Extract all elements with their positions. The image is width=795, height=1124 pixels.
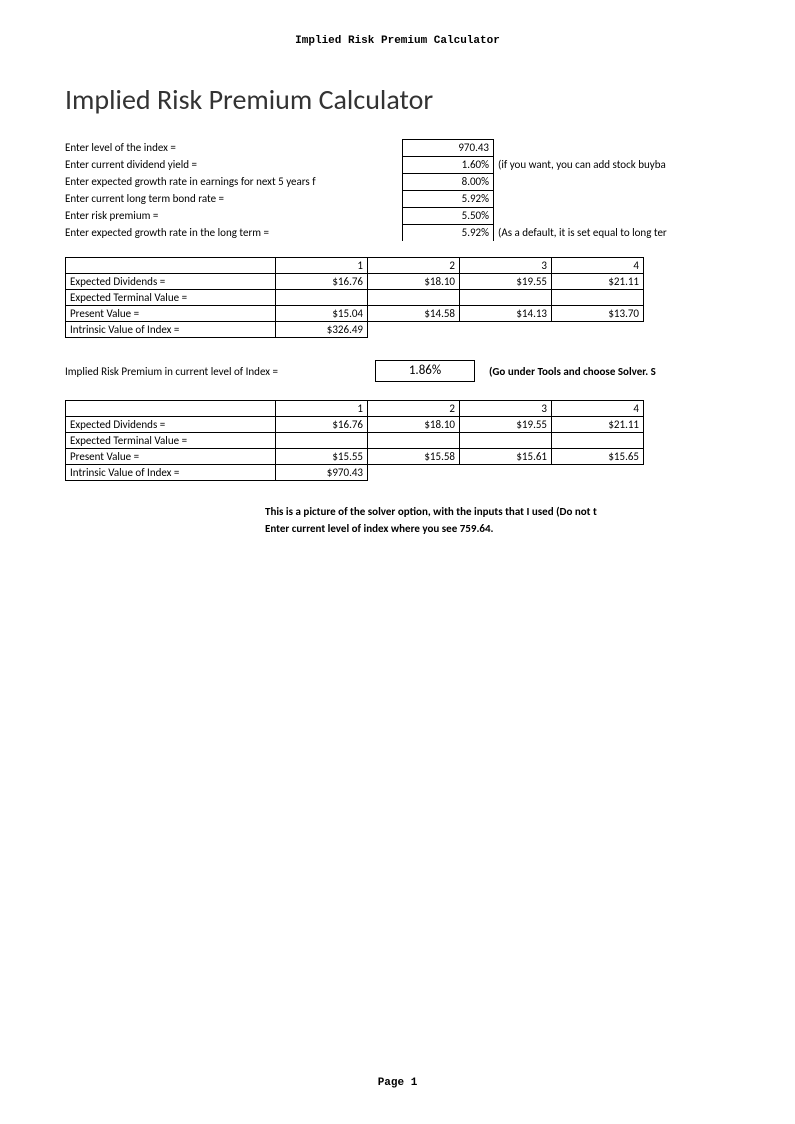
table-row: 1 2 3 4 (66, 401, 644, 417)
page-header: Implied Risk Premium Calculator (0, 0, 795, 47)
cell: $19.55 (460, 417, 552, 433)
col-header: 3 (460, 258, 552, 274)
cell: $15.61 (460, 449, 552, 465)
cell: $14.13 (460, 306, 552, 322)
cell: $15.65 (552, 449, 644, 465)
input-value-bondrate[interactable]: 5.92% (402, 190, 494, 207)
cell: $13.70 (552, 306, 644, 322)
row-label: Intrinsic Value of Index = (66, 465, 276, 481)
input-value-index[interactable]: 970.43 (402, 139, 494, 156)
cell: $16.76 (276, 274, 368, 290)
cell (552, 290, 644, 306)
input-row-index-level: Enter level of the index = 970.43 (65, 139, 730, 156)
cell (368, 433, 460, 449)
col-header: 2 (368, 258, 460, 274)
row-label: Present Value = (66, 306, 276, 322)
cell: $21.11 (552, 274, 644, 290)
col-header: 4 (552, 401, 644, 417)
row-label: Present Value = (66, 449, 276, 465)
row-label: Expected Dividends = (66, 274, 276, 290)
cell (276, 290, 368, 306)
calc-table-2: 1 2 3 4 Expected Dividends = $16.76 $18.… (65, 400, 644, 481)
content-area: Implied Risk Premium Calculator Enter le… (0, 47, 730, 537)
cell: $970.43 (276, 465, 368, 481)
cell-blank (66, 258, 276, 274)
cell: $16.76 (276, 417, 368, 433)
cell (460, 433, 552, 449)
row-label: Expected Terminal Value = (66, 433, 276, 449)
input-label: Enter current dividend yield = (65, 158, 402, 171)
input-value-riskpremium[interactable]: 5.50% (402, 207, 494, 224)
col-header: 4 (552, 258, 644, 274)
solver-notes: This is a picture of the solver option, … (65, 503, 730, 537)
table-row: Intrinsic Value of Index = $326.49 (66, 322, 644, 338)
input-label: Enter expected growth rate in the long t… (65, 226, 402, 239)
cell: $15.04 (276, 306, 368, 322)
inputs-block: Enter level of the index = 970.43 Enter … (65, 139, 730, 241)
cell (276, 433, 368, 449)
input-row-bond-rate: Enter current long term bond rate = 5.92… (65, 190, 730, 207)
cell: $15.55 (276, 449, 368, 465)
implied-value[interactable]: 1.86% (375, 360, 475, 382)
page-footer: Page 1 (0, 1077, 795, 1089)
implied-label: Implied Risk Premium in current level of… (65, 365, 375, 378)
input-label: Enter expected growth rate in earnings f… (65, 175, 402, 188)
row-label: Intrinsic Value of Index = (66, 322, 276, 338)
page-title: Implied Risk Premium Calculator (65, 82, 730, 117)
table-row: Expected Terminal Value = (66, 290, 644, 306)
input-row-lt-growth: Enter expected growth rate in the long t… (65, 224, 730, 241)
implied-note: (Go under Tools and choose Solver. S (489, 365, 656, 378)
input-row-growth5: Enter expected growth rate in earnings f… (65, 173, 730, 190)
cell: $14.58 (368, 306, 460, 322)
input-row-risk-premium: Enter risk premium = 5.50% (65, 207, 730, 224)
input-note: (As a default, it is set equal to long t… (494, 226, 667, 239)
row-label: Expected Dividends = (66, 417, 276, 433)
cell (552, 433, 644, 449)
calc-table-1: 1 2 3 4 Expected Dividends = $16.76 $18.… (65, 257, 644, 338)
cell: $15.58 (368, 449, 460, 465)
cell: $326.49 (276, 322, 368, 338)
table-row: Intrinsic Value of Index = $970.43 (66, 465, 644, 481)
table-row: Expected Dividends = $16.76 $18.10 $19.5… (66, 417, 644, 433)
col-header: 1 (276, 258, 368, 274)
table-row: Present Value = $15.55 $15.58 $15.61 $15… (66, 449, 644, 465)
cell: $21.11 (552, 417, 644, 433)
note-line-1: This is a picture of the solver option, … (265, 503, 730, 520)
input-label: Enter current long term bond rate = (65, 192, 402, 205)
col-header: 2 (368, 401, 460, 417)
input-note: (if you want, you can add stock buyba (494, 158, 666, 171)
col-header: 1 (276, 401, 368, 417)
implied-premium-row: Implied Risk Premium in current level of… (65, 360, 730, 382)
cell: $18.10 (368, 274, 460, 290)
col-header: 3 (460, 401, 552, 417)
table-row: Expected Terminal Value = (66, 433, 644, 449)
cell: $19.55 (460, 274, 552, 290)
cell-blank (66, 401, 276, 417)
row-label: Expected Terminal Value = (66, 290, 276, 306)
input-value-ltgrowth[interactable]: 5.92% (402, 224, 494, 241)
note-line-2: Enter current level of index where you s… (265, 520, 730, 537)
input-row-div-yield: Enter current dividend yield = 1.60% (if… (65, 156, 730, 173)
table-row: Present Value = $15.04 $14.58 $14.13 $13… (66, 306, 644, 322)
input-label: Enter risk premium = (65, 209, 402, 222)
cell (368, 290, 460, 306)
input-value-divyield[interactable]: 1.60% (402, 156, 494, 173)
table-row: Expected Dividends = $16.76 $18.10 $19.5… (66, 274, 644, 290)
table-row: 1 2 3 4 (66, 258, 644, 274)
input-value-growth5[interactable]: 8.00% (402, 173, 494, 190)
cell: $18.10 (368, 417, 460, 433)
cell (460, 290, 552, 306)
input-label: Enter level of the index = (65, 141, 402, 154)
